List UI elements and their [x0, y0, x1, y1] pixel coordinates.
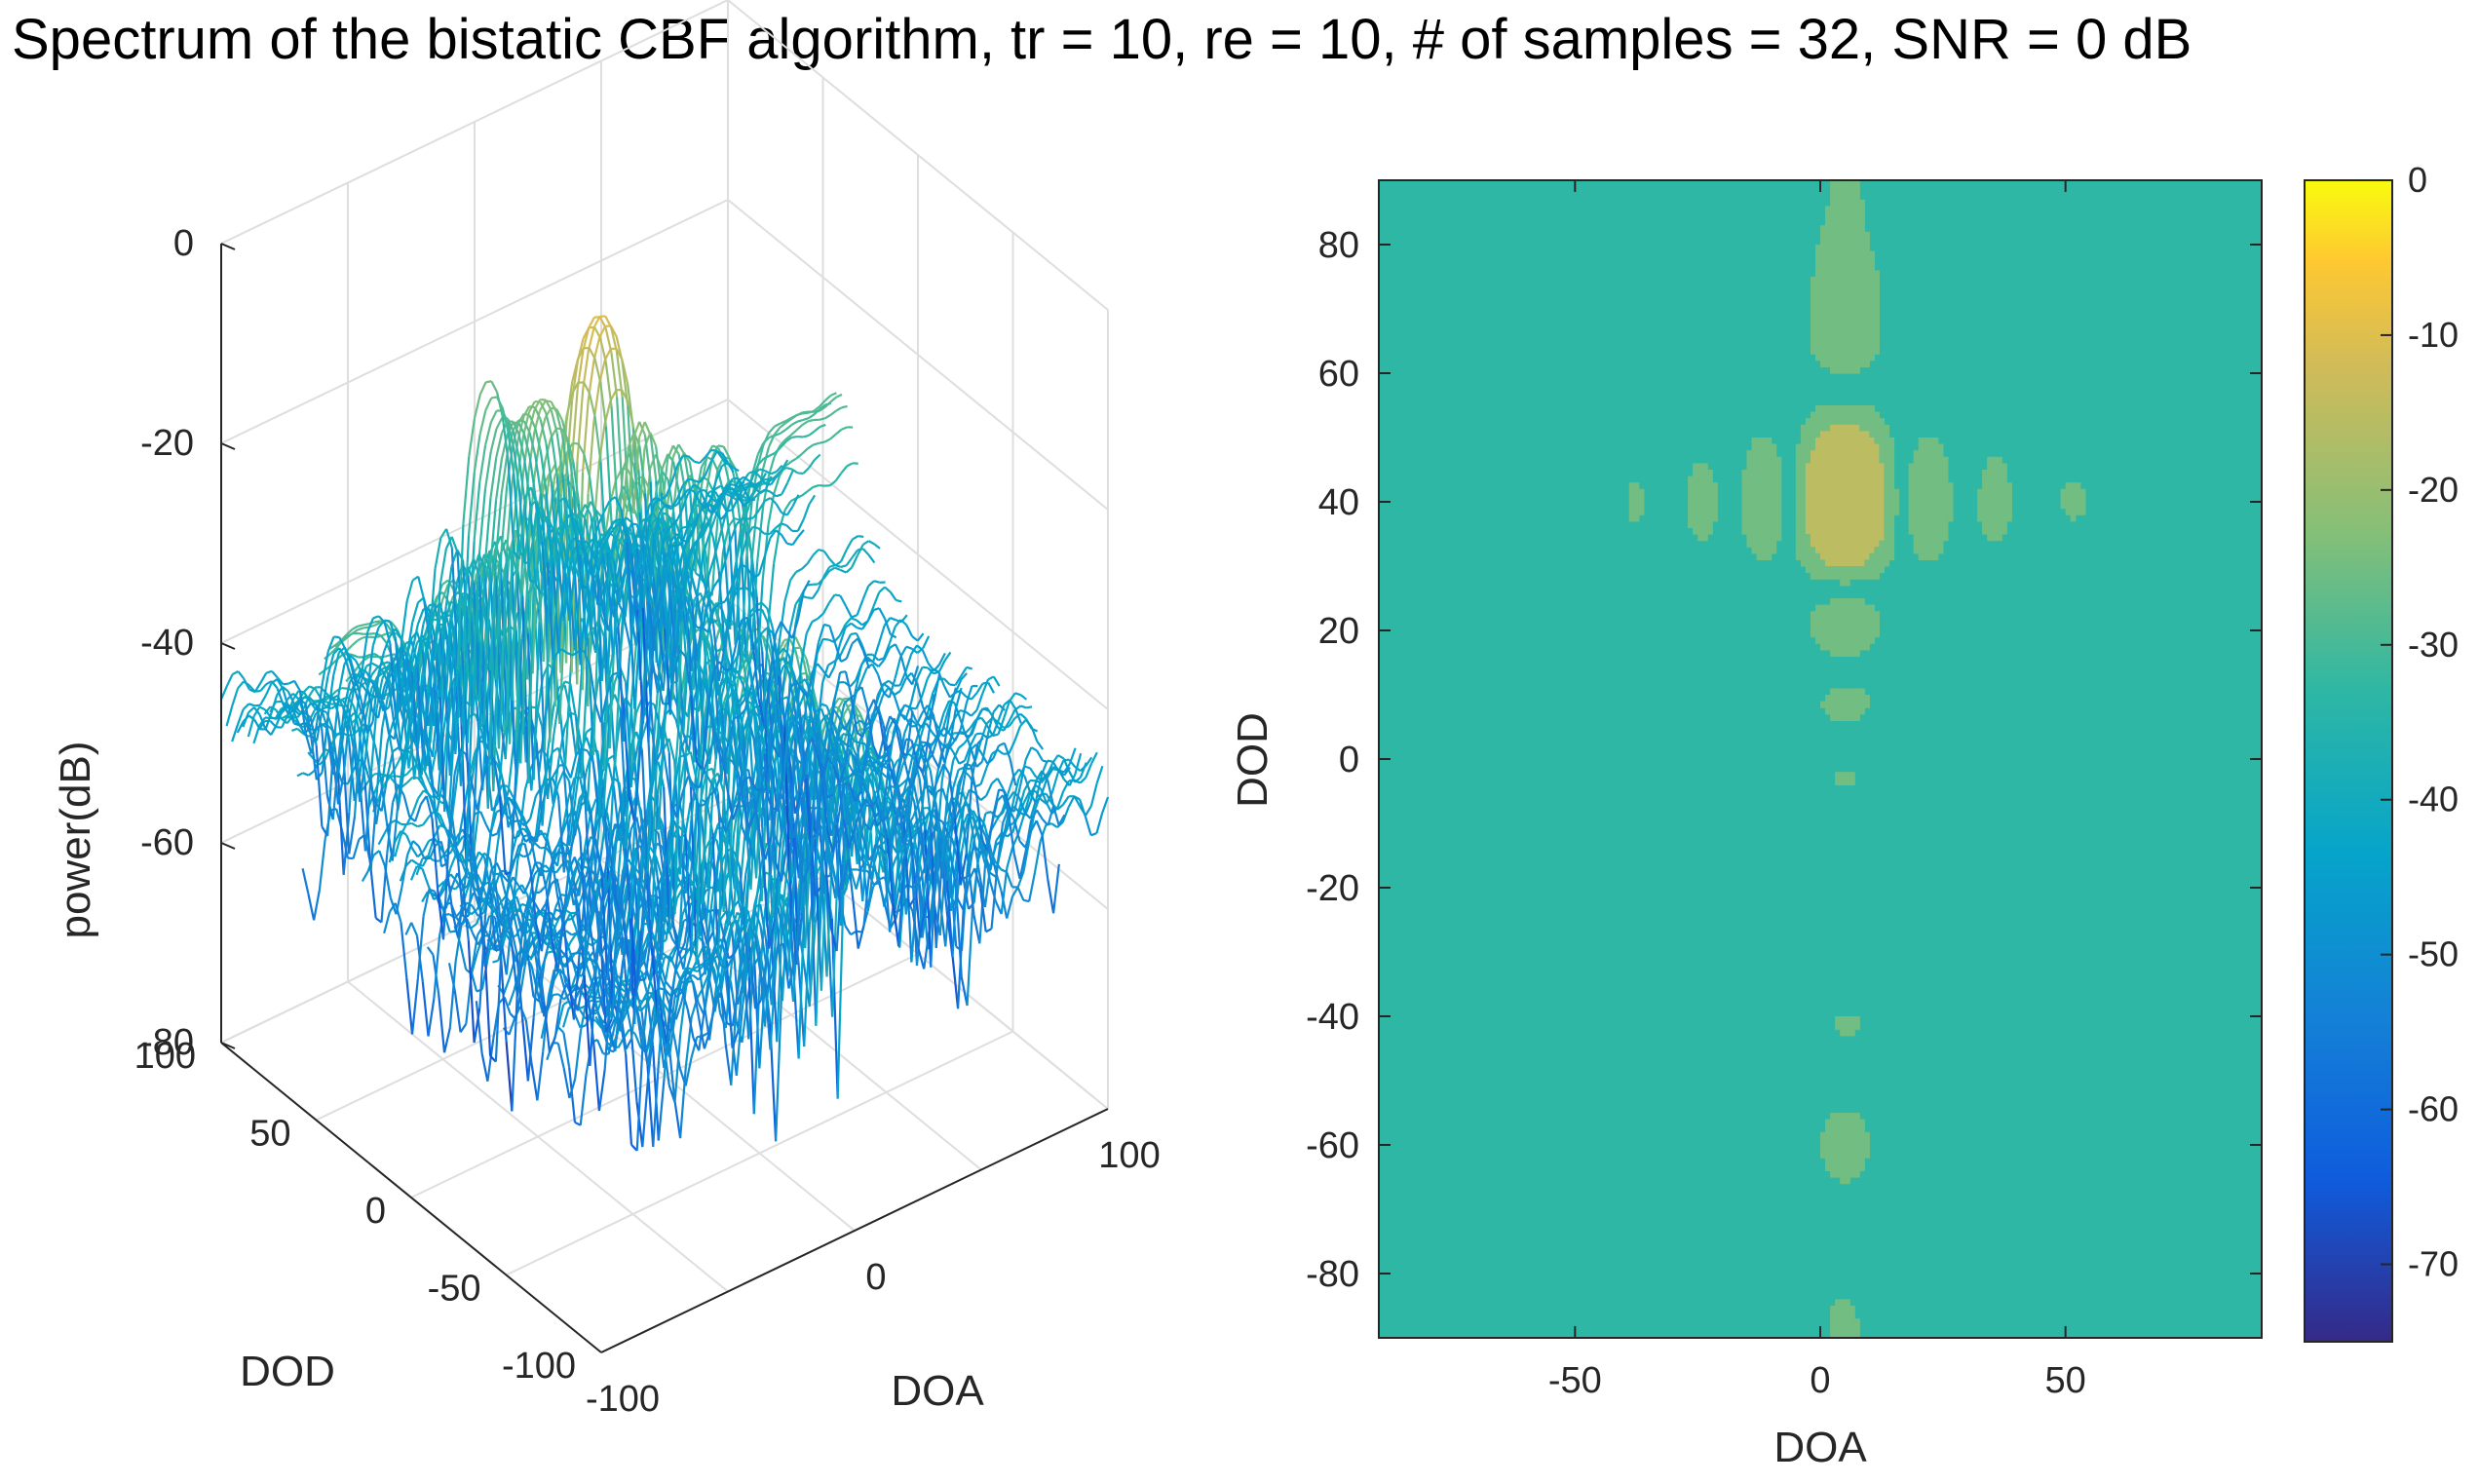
colorbar-tick: -30 [2408, 625, 2459, 665]
surface-x-tick: -100 [586, 1379, 660, 1420]
surface-x-tick: 100 [1098, 1135, 1160, 1176]
surface-y-label: DOD [240, 1348, 335, 1395]
surface-z-label: power(dB) [52, 742, 99, 939]
contour-y-tick: -40 [1306, 997, 1359, 1038]
contour-y-tick: 80 [1318, 225, 1359, 266]
surface-z-tick: -60 [140, 822, 194, 863]
colorbar-tick: -60 [2408, 1089, 2459, 1129]
surface-z-tick: -20 [140, 423, 194, 464]
surface-y-tick: -100 [502, 1346, 576, 1387]
contour-x-label: DOA [1773, 1424, 1867, 1471]
surface-plot: 0 -20 -40 -60 -80 -100 -50 0 50 100 -100 0 100 power… [52, 0, 1161, 1420]
contour-y-tick: -20 [1306, 868, 1359, 909]
colorbar-tick: 0 [2408, 160, 2427, 200]
colorbar-tick: -70 [2408, 1244, 2459, 1284]
colorbar-tick: -40 [2408, 780, 2459, 819]
surface-x-label: DOA [891, 1367, 984, 1415]
contour-x-tick: 0 [1810, 1360, 1830, 1401]
surface-z-tick: -80 [140, 1022, 194, 1063]
contour-y-tick: -60 [1306, 1125, 1359, 1166]
contour-y-tick: 0 [1339, 740, 1359, 780]
contour-y-tick: 60 [1318, 354, 1359, 395]
colorbar [2304, 179, 2393, 1343]
surface-z-tick: 0 [173, 223, 194, 264]
colorbar-tick: -50 [2408, 934, 2459, 974]
surface-y-tick: -50 [428, 1269, 481, 1310]
surface-mesh [219, 315, 1110, 1152]
surface-z-tick: -40 [140, 623, 194, 664]
contour-y-tick: 20 [1318, 611, 1359, 652]
contour-x-tick: 50 [2045, 1360, 2086, 1401]
contour-plot: -50 0 50 80 60 40 20 0 -20 -40 -60 -80 DOD DOA 0 -10… [1229, 160, 2459, 1471]
colorbar-tick: -20 [2408, 470, 2459, 510]
contour-regions [1628, 180, 2086, 1338]
contour-y-tick: -80 [1306, 1254, 1359, 1295]
surface-y-tick: 50 [249, 1114, 290, 1155]
colorbar-tick: -10 [2408, 315, 2459, 355]
contour-x-tick: -50 [1548, 1360, 1602, 1401]
surface-axes [220, 243, 1109, 1353]
surface-y-tick: 0 [365, 1191, 386, 1232]
surface-x-tick: 0 [865, 1257, 886, 1298]
surface-y-tick: 100 [134, 1036, 196, 1077]
chart-title: Spectrum of the bistatic CBF algorithm, … [12, 8, 2192, 71]
contour-y-tick: 40 [1318, 482, 1359, 523]
contour-y-label: DOD [1229, 712, 1277, 808]
